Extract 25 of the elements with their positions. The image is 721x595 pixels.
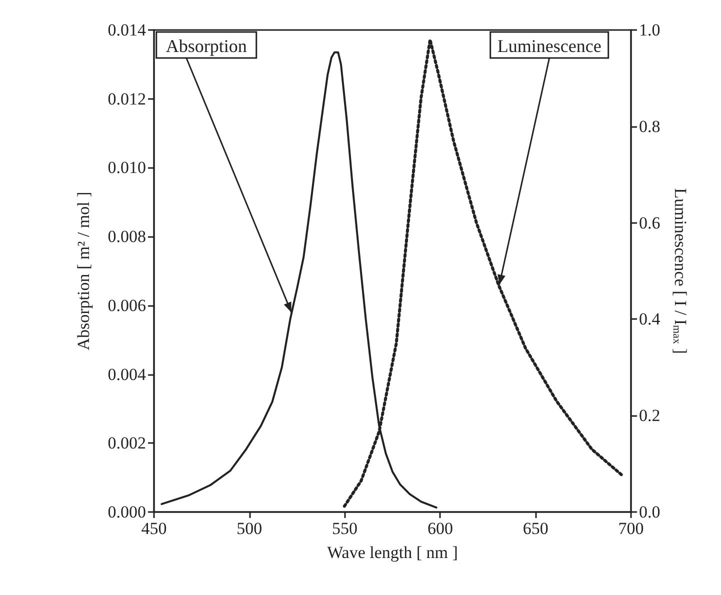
y-tick-label: 0.014	[108, 20, 146, 40]
y2-axis-title: Luminescence [ I / Imax ]	[670, 188, 690, 354]
y2-tick-label: 0.4	[639, 310, 661, 329]
y-tick-label: 0.006	[108, 296, 146, 315]
y-tick-label: 0.010	[108, 158, 146, 178]
x-tick-label: 650	[522, 519, 548, 538]
y2-tick-label: 0.0	[639, 502, 660, 522]
x-tick-label: 450	[141, 519, 167, 538]
y2-tick-label: 0.6	[639, 213, 660, 232]
x-tick-label: 550	[332, 519, 358, 538]
y2-tick-label: 0.8	[639, 116, 660, 136]
y-tick-label: 0.004	[108, 364, 146, 384]
x-axis-title: Wave length [ nm ]	[327, 543, 458, 562]
y-tick-label: 0.002	[108, 434, 146, 453]
x-tick-label: 500	[236, 519, 262, 538]
y2-tick-label: 0.2	[639, 406, 660, 426]
x-tick-label: 600	[427, 519, 453, 538]
annotation: Absorption	[166, 36, 247, 56]
annotation: Luminescence	[497, 36, 602, 56]
y-tick-label: 0.008	[108, 227, 146, 246]
y-tick-label: 0.000	[108, 502, 146, 522]
y-axis-title: Absorption [ m² / mol ]	[74, 192, 93, 350]
y2-tick-label: 1.0	[639, 20, 660, 40]
y-tick-label: 0.012	[108, 89, 146, 108]
x-tick-label: 700	[618, 519, 644, 538]
